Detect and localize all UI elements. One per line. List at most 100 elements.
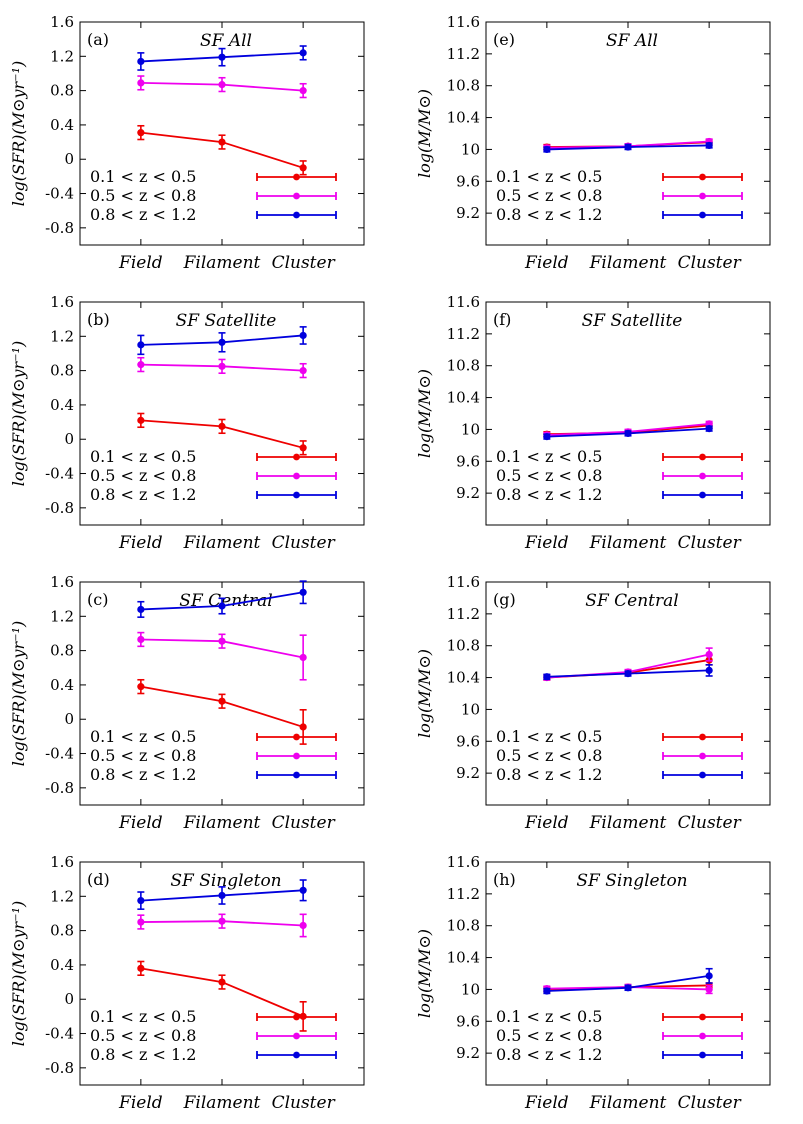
data-point xyxy=(299,921,307,930)
data-point xyxy=(705,985,713,994)
panel-letter: (d) xyxy=(87,870,110,889)
data-point xyxy=(624,143,632,151)
x-tick-label: Field xyxy=(118,1093,163,1113)
legend-label: 0.5 < z < 0.8 xyxy=(496,466,602,485)
y-tick-label: 0 xyxy=(64,150,74,168)
y-tick-label: 1.2 xyxy=(50,327,74,345)
data-point xyxy=(705,425,713,433)
panel-letter: (a) xyxy=(87,30,109,49)
data-point xyxy=(299,49,307,57)
y-tick-label: 11.6 xyxy=(447,573,480,591)
y-tick-label: 11.2 xyxy=(447,45,480,63)
data-point xyxy=(543,673,551,681)
data-point xyxy=(299,164,307,172)
legend-marker xyxy=(293,211,300,219)
y-tick-label: -0.4 xyxy=(45,185,74,203)
data-point xyxy=(218,338,226,346)
chart-panel-c: -0.8 -0.4 0 0.4 0.8 1.2 1.6 Field Filament Cluste… xyxy=(9,573,365,833)
y-tick-label: 1.6 xyxy=(50,573,74,591)
legend-marker xyxy=(293,1032,300,1040)
legend-marker xyxy=(699,771,706,779)
x-tick-label: Cluster xyxy=(272,1093,336,1113)
y-tick-label: 10.8 xyxy=(447,637,480,655)
legend-label: 0.8 < z < 1.2 xyxy=(90,205,196,224)
y-tick-label: -0.8 xyxy=(45,779,74,797)
data-point xyxy=(137,635,145,644)
data-point xyxy=(543,145,551,154)
panel-title: SF Central xyxy=(585,591,678,611)
y-tick-label: 9.6 xyxy=(456,452,480,470)
legend-label: 0.1 < z < 0.5 xyxy=(90,727,196,746)
legend-label: 0.8 < z < 1.2 xyxy=(496,205,602,224)
legend-marker xyxy=(699,472,706,480)
legend-label: 0.1 < z < 0.5 xyxy=(90,1007,196,1026)
legend-label: 0.8 < z < 1.2 xyxy=(90,1045,196,1064)
y-tick-label: 0 xyxy=(64,710,74,728)
y-tick-label: 10.8 xyxy=(447,77,480,95)
data-point xyxy=(705,141,713,150)
y-tick-label: 11.6 xyxy=(447,293,480,311)
data-point xyxy=(218,602,226,610)
data-point xyxy=(624,669,632,678)
legend-label: 0.5 < z < 0.8 xyxy=(90,466,196,485)
legend-label: 0.8 < z < 1.2 xyxy=(90,765,196,784)
y-tick-label: 0.4 xyxy=(50,116,74,134)
panel-letter: (e) xyxy=(493,30,515,49)
y-tick-label: 0 xyxy=(64,990,74,1008)
data-point xyxy=(299,367,307,375)
data-point xyxy=(137,416,145,424)
legend-label: 0.5 < z < 0.8 xyxy=(496,1026,602,1045)
panel-letter: (g) xyxy=(493,590,516,609)
legend-label: 0.5 < z < 0.8 xyxy=(90,1026,196,1045)
y-axis-label: log(M/M⊙) xyxy=(415,369,434,458)
data-point xyxy=(137,605,145,614)
panel-title: SF All xyxy=(606,31,658,51)
y-tick-label: 10 xyxy=(461,420,480,438)
y-tick-label: 11.2 xyxy=(447,605,480,623)
legend-marker xyxy=(293,1051,300,1059)
data-point xyxy=(543,432,551,441)
data-point xyxy=(137,79,145,87)
legend-marker xyxy=(699,453,706,461)
y-tick-label: 10 xyxy=(461,980,480,998)
y-tick-label: 0.4 xyxy=(50,676,74,694)
data-point xyxy=(218,81,226,89)
legend-marker xyxy=(699,752,706,760)
data-point xyxy=(137,964,145,972)
panel-letter: (h) xyxy=(493,870,516,889)
x-tick-label: Cluster xyxy=(272,813,336,833)
legend-marker xyxy=(699,211,706,219)
legend-label: 0.1 < z < 0.5 xyxy=(90,167,196,186)
y-axis-label: log(SFR)(M⊙yr⁻¹) xyxy=(9,621,28,766)
chart-panel-d: -0.8 -0.4 0 0.4 0.8 1.2 1.6 Field Filament Cluste… xyxy=(9,853,365,1113)
data-point xyxy=(299,331,307,340)
chart-panel-h: 9.2 9.6 10 10.4 10.8 11.2 11.6 Field Filament Clu… xyxy=(415,853,771,1113)
y-tick-label: 0.4 xyxy=(50,956,74,974)
y-tick-label: -0.4 xyxy=(45,1025,74,1043)
legend-label: 0.1 < z < 0.5 xyxy=(90,447,196,466)
y-tick-label: 1.2 xyxy=(50,887,74,905)
data-point xyxy=(137,896,145,905)
legend-marker xyxy=(293,472,300,480)
y-axis-label: log(M/M⊙) xyxy=(415,929,434,1018)
y-tick-label: 9.6 xyxy=(456,1012,480,1030)
y-tick-label: 10.4 xyxy=(447,949,480,967)
legend-marker xyxy=(293,491,300,499)
legend-label: 0.5 < z < 0.8 xyxy=(90,746,196,765)
data-point xyxy=(543,987,551,995)
legend-label: 0.8 < z < 1.2 xyxy=(90,485,196,504)
legend-label: 0.8 < z < 1.2 xyxy=(496,485,602,504)
y-axis-label: log(SFR)(M⊙yr⁻¹) xyxy=(9,901,28,1046)
legend-label: 0.1 < z < 0.5 xyxy=(496,1007,602,1026)
data-point xyxy=(624,429,632,438)
legend-label: 0.1 < z < 0.5 xyxy=(496,447,602,466)
y-tick-label: 10 xyxy=(461,700,480,718)
chart-panel-f: 9.2 9.6 10 10.4 10.8 11.2 11.6 Field Filament Clu… xyxy=(415,293,771,553)
data-point xyxy=(299,588,307,596)
data-point xyxy=(137,918,145,926)
legend-marker xyxy=(699,173,706,181)
legend-label: 0.5 < z < 0.8 xyxy=(496,746,602,765)
y-tick-label: 0.8 xyxy=(50,82,74,100)
data-point xyxy=(218,362,226,370)
